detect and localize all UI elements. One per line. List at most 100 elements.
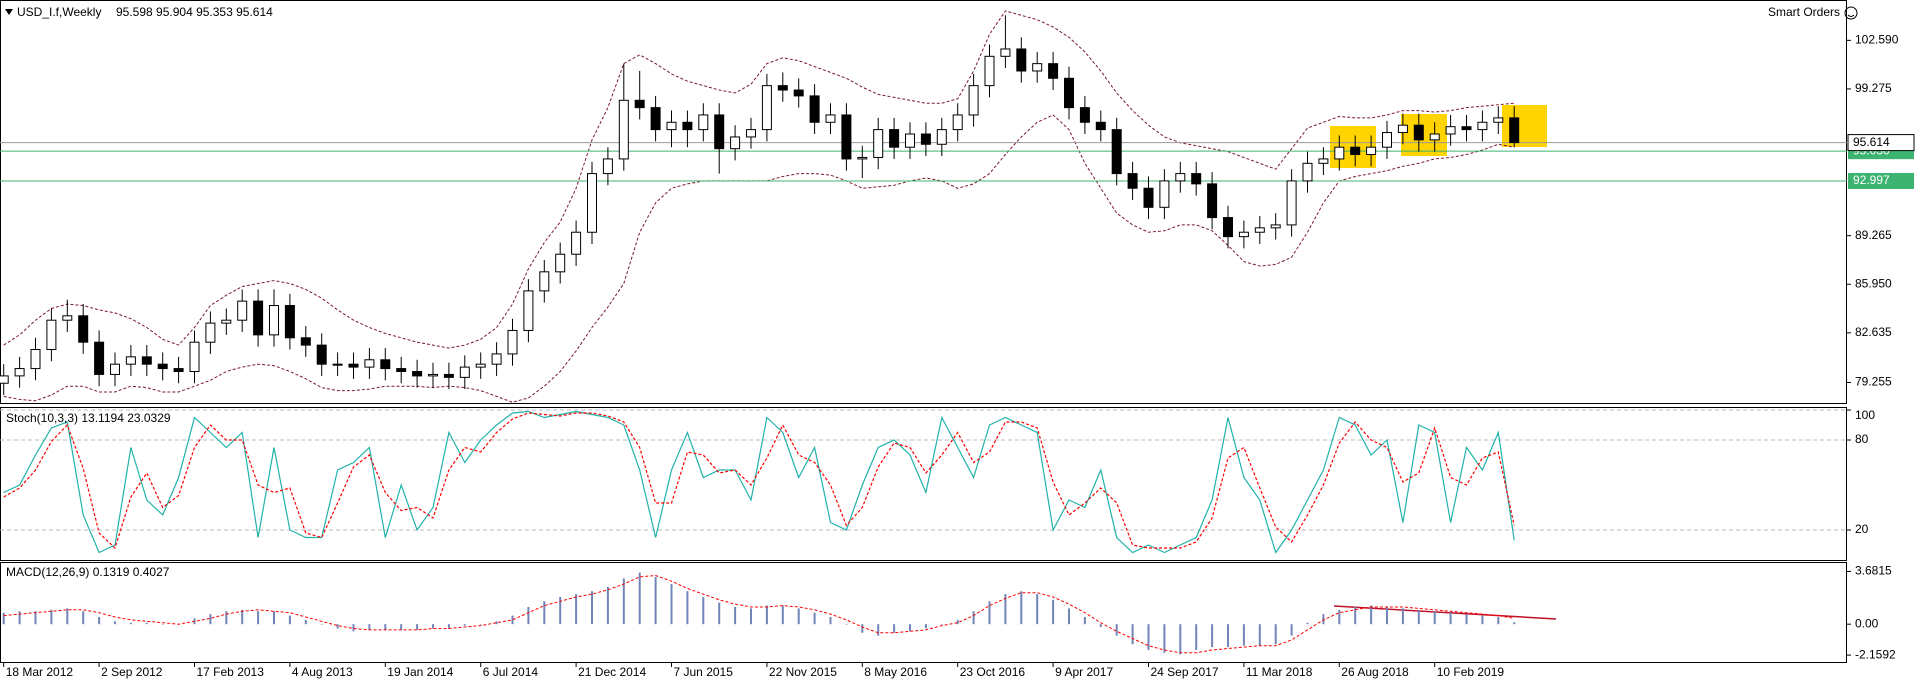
macd-bar [368,624,371,630]
macd-bar [956,619,959,625]
macd-bar [845,624,848,625]
macd-bar [1195,624,1198,650]
macd-bar [1449,612,1452,625]
candle-body [1032,63,1043,72]
macd-bar [273,611,275,625]
y-tick-label: 102.590 [1855,33,1899,47]
candle-body [364,359,375,368]
candle-body [841,114,852,160]
x-tick-label: 26 Aug 2018 [1341,665,1409,679]
candle-body [428,373,438,377]
smart-orders[interactable]: Smart Orders [1768,5,1840,19]
macd-bar [893,624,896,633]
macd-bar [34,611,37,625]
macd-bar [511,615,514,625]
macd-bar [1258,624,1261,646]
x-tick-label: 10 Feb 2019 [1437,665,1505,679]
macd-panel [0,562,1847,663]
macd-bar [829,617,832,625]
macd-bar [114,621,116,625]
candle-body [682,121,693,131]
y-tick-label: 89.265 [1855,228,1892,242]
candle-body [602,158,613,175]
symbol-title: USD_I.f,Weekly [17,5,101,19]
candle-body [730,136,741,150]
macd-bar [1481,615,1484,625]
macd-bar [686,591,689,625]
stoch-line [3,410,1515,554]
macd-bar [495,621,498,625]
candle-body [857,156,868,160]
candle-body [905,133,915,148]
macd-bar [352,624,355,632]
candle-body [1445,126,1456,135]
stoch-panel [0,407,1847,561]
candle-body [571,231,582,255]
candle-body [475,363,486,368]
candle-body [761,85,772,131]
bollinger-band [3,10,1515,349]
candle-body [793,89,804,97]
candle-body [587,173,597,233]
macd-bar [320,624,323,625]
x-tick-label: 7 Jun 2015 [674,665,734,679]
candle-body [380,359,391,370]
x-tick-label: 4 Aug 2013 [292,665,353,679]
macd-bar [606,586,609,625]
macd-bar [257,611,260,625]
macd-bar [18,611,21,625]
macd-bar [1513,622,1516,625]
macd-bar [479,624,482,625]
candle-body [316,344,327,365]
macd-bar [82,611,85,625]
stoch-line [3,412,1515,550]
macd-bar [781,605,784,625]
macd-bar [129,622,132,625]
y-tick-label: 99.275 [1855,81,1892,95]
candle-body [78,315,89,343]
candle-body [1159,180,1170,208]
macd-bar [1131,624,1134,645]
smiley-icon[interactable] [1844,6,1858,20]
macd-bar [66,608,69,625]
candle-body [284,305,295,339]
candle-body [650,107,661,131]
candle-body [46,319,57,351]
macd-bar [988,601,991,625]
candle-body [1334,146,1345,160]
macd-bar [877,624,880,636]
candle-body [141,356,152,365]
candle-body [698,114,709,131]
macd-bar [1163,624,1166,653]
macd-bar [1370,605,1373,625]
candle-body [984,55,995,87]
candle-body [555,253,566,273]
collapse-icon[interactable] [5,9,13,15]
macd-bar [1306,622,1309,625]
candle-body [539,271,550,292]
macd-bar [1052,599,1055,625]
macd-bar [1083,617,1086,625]
candle-body [1493,117,1504,123]
macd-bar [734,606,737,625]
candle-body [1509,117,1520,144]
candle-body [1461,126,1472,131]
macd-bar [463,624,466,626]
macd-bar [1497,617,1500,625]
macd-bar [1322,614,1325,625]
candle-body [1477,121,1488,131]
candle-body [205,322,216,343]
macd-bar [575,594,578,625]
macd-bar [241,609,244,625]
macd-bar [543,601,546,625]
y-tick-label: 0.00 [1855,616,1879,630]
candle-body [825,114,836,123]
indicator-title: MACD(12,26,9) 0.1319 0.4027 [6,565,170,579]
candle-body [269,305,279,336]
x-tick-label: 18 Mar 2012 [6,665,74,679]
candle-body [30,349,41,370]
macd-bar [1020,591,1023,625]
candle-body [809,95,820,123]
candle-body [157,363,168,370]
candle-body [1048,63,1059,79]
